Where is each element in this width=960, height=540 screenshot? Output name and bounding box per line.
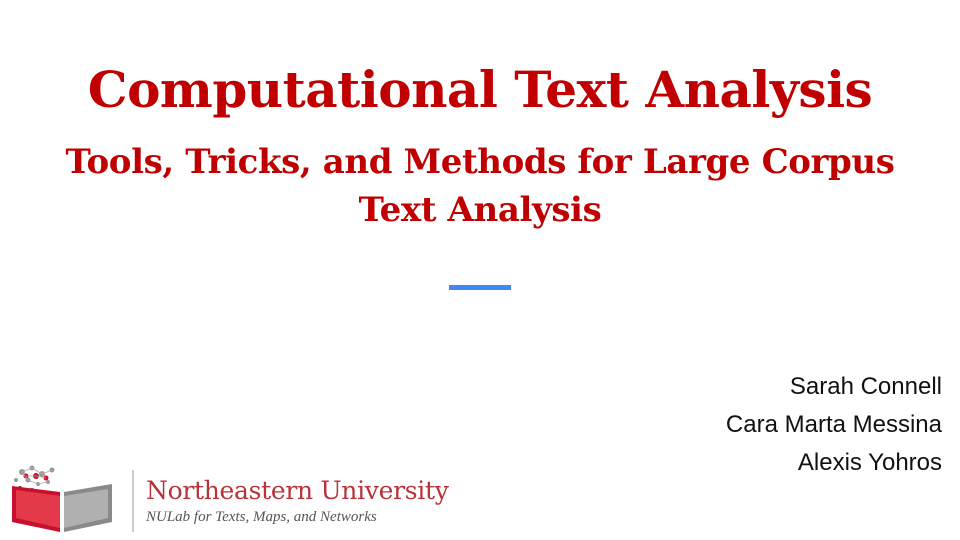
institution-name: Northeastern University <box>146 476 449 505</box>
author-name: Cara Marta Messina <box>725 411 942 438</box>
accent-divider <box>449 285 511 290</box>
slide-title: Computational Text Analysis <box>87 60 873 119</box>
open-book-network-icon <box>12 465 112 532</box>
author-name: Sarah Connell <box>789 373 942 400</box>
author-list: Sarah Connell Cara Marta Messina Alexis … <box>726 368 942 482</box>
nulab-logo: Northeastern University NULab for Texts,… <box>8 462 478 536</box>
logo-divider <box>132 470 134 532</box>
lab-name: NULab for Texts, Maps, and Networks <box>146 509 377 525</box>
author-name: Alexis Yohros <box>797 449 942 476</box>
slide-subtitle: Tools, Tricks, and Methods for Large Cor… <box>65 142 895 230</box>
